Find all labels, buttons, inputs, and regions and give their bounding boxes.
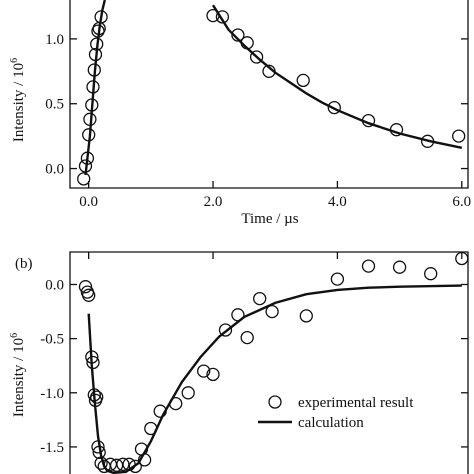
experimental-point: [94, 10, 108, 24]
experimental-point: [169, 396, 183, 411]
panel-b-frame: [69, 251, 469, 474]
experimental-point: [452, 129, 466, 143]
experimental-point: [91, 440, 105, 454]
experimental-point: [327, 100, 341, 115]
experimental-point: [253, 291, 267, 306]
experimental-point: [392, 260, 407, 274]
panel-a-frame: [69, 0, 469, 189]
legend-label-calculation: calculation: [298, 415, 364, 431]
experimental-point: [240, 36, 254, 50]
panel-a-calculation-curve: [84, 0, 463, 176]
calculation-line-segment: [84, 0, 106, 176]
experimental-point: [240, 330, 254, 345]
panel-b-y-tick-label: 0.0: [45, 277, 64, 293]
experimental-point: [83, 112, 97, 126]
experimental-point: [85, 350, 99, 364]
experimental-point: [361, 259, 376, 273]
calculation-line-segment: [211, 4, 463, 149]
experimental-point: [86, 355, 100, 370]
experimental-point: [215, 10, 230, 24]
panel-b-experimental-points: [78, 251, 469, 474]
experimental-point: [455, 251, 469, 266]
experimental-point: [389, 123, 404, 137]
panel-a-x-tick-label: 6.0: [452, 194, 471, 210]
panel-b-calculation-curve: [87, 284, 462, 474]
experimental-point: [206, 367, 220, 382]
panel-a-y-tick-label: 0.5: [45, 97, 64, 113]
panel-a-ticks: 0.0 0.5 1.0 0.0 2.0 4.0 6.0: [45, 32, 471, 210]
experimental-point: [249, 50, 264, 64]
experimental-point: [262, 64, 276, 78]
panel-a-experimental-points: [77, 8, 466, 186]
experimental-point: [265, 304, 279, 319]
experimental-point: [80, 151, 95, 165]
experimental-point: [82, 288, 96, 302]
experimental-point: [181, 386, 195, 400]
panel-a-y-axis-title: Intensity / 106: [9, 58, 27, 142]
experimental-point: [128, 459, 142, 474]
calculation-line-segment: [87, 284, 462, 474]
panel-a-x-tick-label: 4.0: [328, 194, 347, 210]
panel-a-x-tick-label: 0.0: [79, 194, 98, 210]
panel-a-x-axis-title: Time / µs: [241, 211, 298, 227]
experimental-point: [218, 323, 233, 337]
panel-b-label: (b): [15, 256, 33, 272]
experimental-point: [153, 404, 167, 418]
experimental-point: [197, 364, 211, 378]
panel-b: (b) 0.0 -0.5 -1.0 -1.5 Intensity / 106 expe…: [9, 251, 469, 474]
experimental-point: [78, 159, 93, 173]
experimental-point: [296, 73, 310, 88]
experimental-point: [85, 98, 99, 112]
experimental-point: [231, 308, 245, 322]
experimental-point: [92, 445, 106, 459]
experimental-point: [330, 272, 345, 286]
experimental-point: [82, 128, 96, 142]
experimental-point: [424, 267, 438, 281]
panel-b-y-axis-title: Intensity / 106: [9, 333, 27, 417]
panel-a-y-tick-label: 1.0: [45, 32, 64, 48]
panel-b-legend: experimental result calculation: [258, 395, 414, 431]
panel-b-ticks: 0.0 -0.5 -1.0 -1.5: [40, 252, 468, 456]
panel-a: 0.0 0.5 1.0 0.0 2.0 4.0 6.0 Intensity / 106 Ti…: [9, 0, 471, 227]
experimental-point: [86, 80, 100, 94]
experimental-point: [137, 453, 152, 467]
panel-b-y-tick-label: -1.5: [40, 440, 64, 456]
experimental-point: [90, 390, 104, 404]
experimental-point: [361, 113, 376, 128]
experimental-point: [420, 134, 435, 148]
experimental-point: [87, 388, 101, 402]
panel-a-y-tick-label: 0.0: [45, 162, 64, 178]
experimental-point: [87, 63, 101, 77]
panel-b-y-tick-label: -0.5: [40, 332, 64, 348]
experimental-point: [144, 421, 158, 436]
experimental-point: [116, 457, 130, 471]
experimental-point: [299, 309, 313, 323]
legend-marker-experimental: [268, 395, 282, 409]
experimental-point: [94, 456, 108, 470]
experimental-point: [122, 457, 136, 471]
legend-label-experimental: experimental result: [298, 395, 414, 411]
panel-a-x-tick-label: 2.0: [204, 194, 223, 210]
experimental-point: [206, 8, 220, 23]
experimental-point: [90, 37, 104, 51]
panel-b-y-tick-label: -1.0: [40, 386, 64, 402]
experimental-point: [231, 28, 245, 42]
experimental-point: [88, 47, 103, 62]
experimental-point: [78, 280, 93, 294]
experimental-point: [77, 172, 91, 186]
